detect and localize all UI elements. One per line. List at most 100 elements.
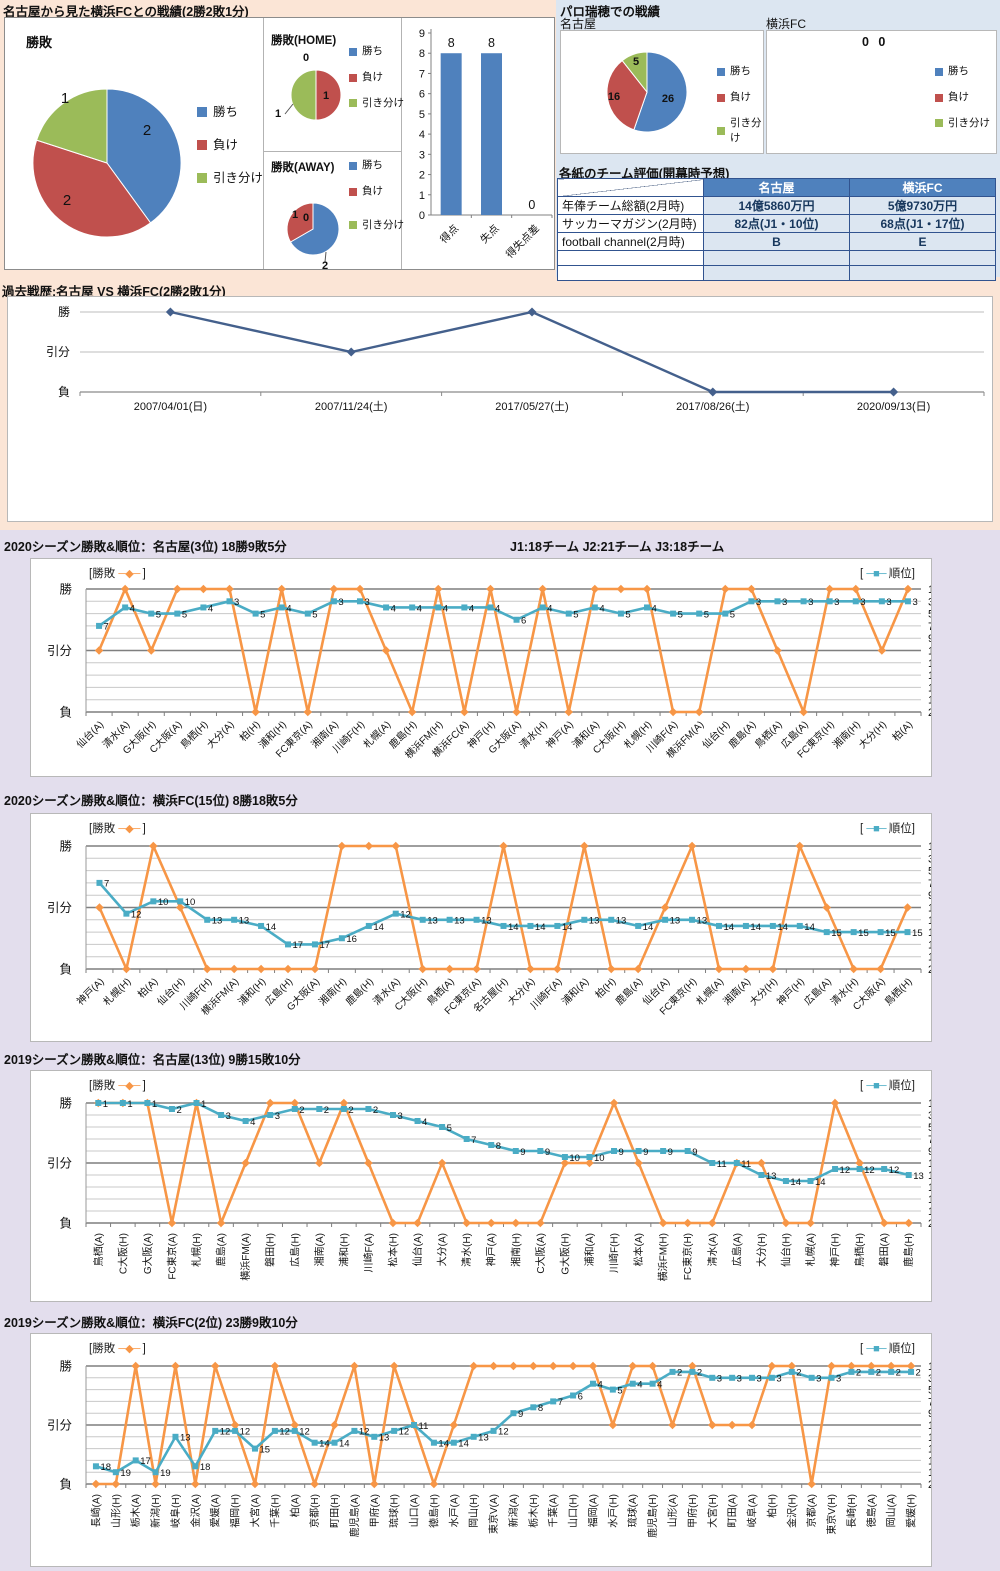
stadium-nagoya-panel: 26 16 5 勝ち 負け 引き分け <box>560 30 764 154</box>
svg-text:9: 9 <box>545 1147 550 1158</box>
svg-text:2: 2 <box>373 1105 378 1116</box>
svg-text:負: 負 <box>59 1217 72 1231</box>
svg-text:5: 5 <box>419 109 425 121</box>
svg-text:14: 14 <box>643 922 654 933</box>
draw-swatch-icon <box>717 127 725 136</box>
svg-text:札幌(A): 札幌(A) <box>693 975 726 1008</box>
svg-text:17: 17 <box>319 940 330 951</box>
svg-text:神戸(A): 神戸(A) <box>543 718 576 751</box>
series-name: 勝敗 <box>92 568 116 580</box>
svg-text:15: 15 <box>928 927 931 939</box>
svg-text:2020/09/13(日): 2020/09/13(日) <box>857 401 930 413</box>
svg-text:10: 10 <box>594 1153 605 1164</box>
bracket: ] <box>911 568 915 580</box>
svg-text:14: 14 <box>319 1439 330 1450</box>
svg-text:1: 1 <box>103 1099 108 1110</box>
svg-text:12: 12 <box>299 1427 310 1438</box>
svg-text:15: 15 <box>928 1182 931 1194</box>
svg-text:4: 4 <box>208 603 213 614</box>
season-title-2020-nagoya: 2020シーズン勝敗&順位：名古屋(3位) 18勝9敗5分 <box>4 540 287 554</box>
svg-text:3: 3 <box>928 853 931 865</box>
svg-text:札幌(A): 札幌(A) <box>804 1233 817 1266</box>
svg-text:13: 13 <box>697 916 708 927</box>
history-panel: 勝引分負 2007/04/01(日) 2007/11/24(土) 2017/05/27… <box>7 296 993 522</box>
svg-text:水戸(A): 水戸(A) <box>448 1494 460 1527</box>
svg-text:18: 18 <box>100 1462 111 1473</box>
svg-text:15: 15 <box>259 1444 270 1455</box>
svg-text:3: 3 <box>834 597 839 608</box>
svg-text:5: 5 <box>156 609 161 620</box>
svg-text:2017/08/26(土): 2017/08/26(土) <box>676 400 749 413</box>
svg-text:清水(A): 清水(A) <box>706 1233 719 1266</box>
table-row: 年俸チーム総額(2月時) 14億5860万円 5億9730万円 <box>557 196 996 215</box>
svg-text:1: 1 <box>928 841 931 853</box>
svg-text:11: 11 <box>717 1159 727 1170</box>
table-row: football channel(2月時) B E <box>557 232 996 251</box>
divider <box>263 18 264 269</box>
svg-text:2: 2 <box>299 1105 304 1116</box>
svg-text:失点: 失点 <box>478 222 502 246</box>
rank-series-marker-icon: ─■─ <box>866 568 886 580</box>
svg-text:大分(A): 大分(A) <box>204 718 237 751</box>
bracket: [ <box>89 568 93 580</box>
legend-label: 負け <box>948 90 969 103</box>
svg-text:8: 8 <box>488 36 495 50</box>
svg-text:勝: 勝 <box>59 1096 72 1111</box>
cell-value: 5億9730万円 <box>849 196 996 215</box>
svg-text:16: 16 <box>346 934 357 945</box>
svg-text:3: 3 <box>234 597 239 608</box>
svg-text:3: 3 <box>860 597 865 608</box>
svg-text:13: 13 <box>427 916 438 927</box>
svg-text:神戸(H): 神戸(H) <box>774 975 807 1008</box>
svg-text:8: 8 <box>496 1141 501 1152</box>
svg-text:3: 3 <box>338 597 343 608</box>
bracket: [ <box>89 823 93 835</box>
svg-text:14: 14 <box>562 922 573 933</box>
stadium-yokohama-legend: 勝ち 負け 引き分け <box>935 64 990 141</box>
svg-text:13: 13 <box>616 916 627 927</box>
season-panel-2019-yokohamafc: 13579111315171921勝引分負1819171913181212151… <box>30 1333 932 1567</box>
svg-text:5: 5 <box>447 1123 452 1134</box>
result-series-marker-icon: ─◆─ <box>118 1343 140 1355</box>
svg-text:京都(A): 京都(A) <box>805 1494 818 1527</box>
svg-text:19: 19 <box>928 1467 931 1479</box>
table-header-row: 名古屋 横浜FC <box>557 178 996 197</box>
stadium-nagoya-legend: 勝ち 負け 引き分け <box>717 64 763 157</box>
svg-text:大分(H): 大分(H) <box>755 1233 768 1267</box>
bracket: [ <box>859 823 864 835</box>
svg-text:山口(A): 山口(A) <box>409 1494 421 1527</box>
svg-text:4: 4 <box>286 603 291 614</box>
svg-text:9: 9 <box>928 1408 931 1420</box>
svg-text:4: 4 <box>391 603 396 614</box>
svg-text:岐阜(A): 岐阜(A) <box>746 1494 759 1527</box>
svg-text:1: 1 <box>928 1098 931 1110</box>
svg-text:京都(H): 京都(H) <box>308 1494 321 1528</box>
svg-text:13: 13 <box>766 1171 777 1182</box>
result-series-marker-icon: ─◆─ <box>118 568 140 580</box>
series-name: 順位 <box>888 1080 912 1092</box>
bracket: ] <box>142 1080 146 1092</box>
svg-text:2017/05/27(土): 2017/05/27(土) <box>495 400 568 413</box>
rank-series-legend: [ ─■─ 順位] <box>860 1077 915 1093</box>
svg-text:山形(A): 山形(A) <box>667 1494 679 1527</box>
svg-text:G大阪(H): G大阪(H) <box>558 1233 571 1275</box>
legend-label: 負け <box>730 90 751 103</box>
ratings-table: 名古屋 横浜FC 年俸チーム総額(2月時) 14億5860万円 5億9730万円… <box>557 178 996 281</box>
svg-text:15: 15 <box>858 928 869 939</box>
svg-text:4: 4 <box>599 603 604 614</box>
svg-text:3: 3 <box>419 149 425 161</box>
svg-text:14: 14 <box>266 922 277 933</box>
legend-item-draw: 引き分け <box>349 218 414 234</box>
svg-text:勝: 勝 <box>59 582 72 597</box>
svg-text:引分: 引分 <box>47 1419 72 1433</box>
svg-text:4: 4 <box>130 603 135 614</box>
cell-value: E <box>849 232 996 251</box>
cell-value: B <box>703 232 850 251</box>
svg-text:3: 3 <box>782 597 787 608</box>
svg-text:1: 1 <box>928 584 931 596</box>
svg-text:横浜FM(A): 横浜FM(A) <box>239 1233 252 1281</box>
svg-text:9: 9 <box>692 1147 697 1158</box>
legend-label: 勝ち <box>362 159 383 171</box>
legend-label: 勝ち <box>362 45 383 57</box>
